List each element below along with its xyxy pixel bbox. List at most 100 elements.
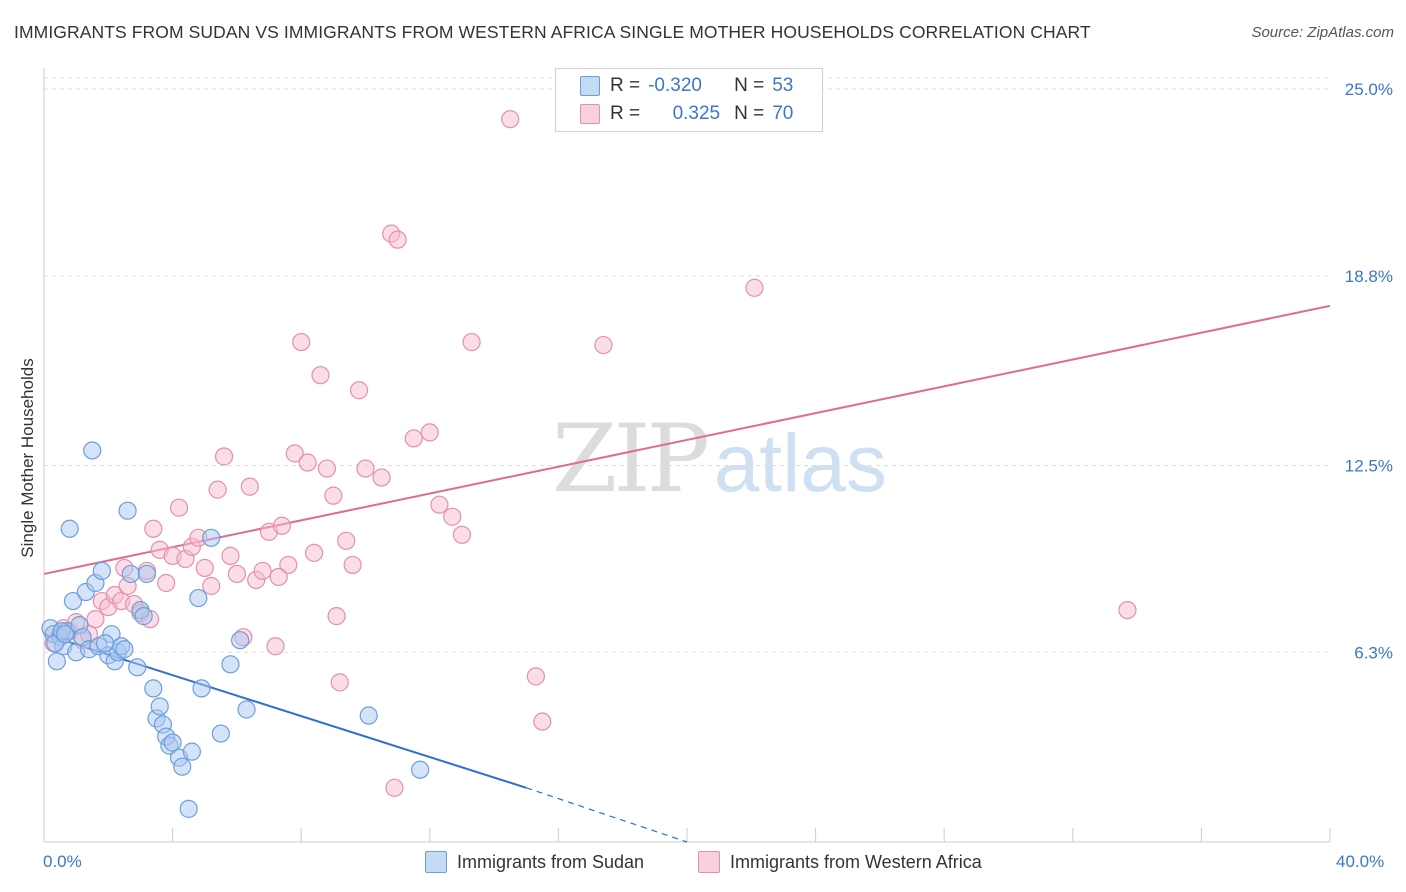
legend-n-value-sudan: 53: [772, 75, 794, 96]
point-wafrica: [594, 335, 613, 355]
bottom-legend-label-sudan: Immigrants from Sudan: [457, 851, 645, 872]
point-wafrica: [292, 332, 311, 352]
point-wafrica: [430, 495, 449, 514]
point-sudan: [179, 799, 198, 818]
y-tick-label: 12.5%: [1345, 457, 1393, 476]
point-sudan: [115, 640, 134, 659]
point-sudan: [202, 528, 221, 547]
point-wafrica: [202, 576, 221, 596]
point-wafrica: [266, 637, 285, 656]
point-sudan: [150, 697, 169, 716]
point-sudan: [134, 607, 153, 626]
point-wafrica: [240, 477, 259, 496]
point-wafrica: [452, 525, 472, 544]
legend-swatch-wafrica: [580, 104, 600, 124]
point-wafrica: [745, 278, 764, 297]
point-sudan: [411, 760, 430, 779]
point-wafrica: [304, 543, 324, 562]
point-wafrica: [279, 555, 298, 575]
point-wafrica: [208, 480, 227, 499]
bottom-legend-sudan: Immigrants from Sudan: [425, 851, 644, 873]
legend-row-sudan: R = -0.320 N = 53: [580, 73, 793, 99]
point-wafrica: [343, 555, 362, 575]
bottom-legend-swatch-sudan: [425, 851, 447, 873]
legend-n-value-wafrica: 70: [772, 103, 794, 124]
point-wafrica: [324, 486, 343, 505]
point-sudan: [237, 700, 256, 719]
point-wafrica: [195, 558, 214, 578]
point-sudan: [55, 625, 74, 644]
point-sudan: [144, 679, 163, 698]
point-wafrica: [311, 366, 330, 385]
point-wafrica: [443, 507, 462, 526]
point-wafrica: [349, 381, 369, 400]
point-sudan: [211, 724, 230, 743]
x-tick-label-min: 0.0%: [43, 852, 82, 871]
point-sudan: [221, 655, 240, 674]
legend-swatch-sudan: [580, 76, 600, 96]
point-wafrica: [269, 567, 288, 587]
point-sudan: [63, 591, 83, 611]
bottom-legend-label-wafrica: Immigrants from Western Africa: [730, 851, 982, 872]
watermark-zip: ZIP: [552, 405, 710, 514]
point-sudan: [92, 561, 111, 581]
point-wafrica: [317, 459, 337, 478]
point-wafrica: [144, 519, 163, 538]
y-tick-label: 25.0%: [1345, 80, 1393, 99]
point-wafrica: [526, 667, 545, 686]
point-sudan: [137, 564, 156, 584]
source-label: Source: ZipAtlas.com: [1251, 24, 1394, 41]
y-tick-label: 18.8%: [1345, 267, 1393, 286]
point-wafrica: [272, 516, 292, 535]
point-sudan: [182, 742, 201, 761]
point-wafrica: [404, 429, 423, 448]
point-sudan: [192, 679, 211, 698]
point-wafrica: [86, 610, 105, 629]
legend-row-wafrica: R = 0.325 N = 70: [580, 101, 793, 127]
point-wafrica: [169, 498, 189, 517]
legend-r-value-wafrica: 0.325: [672, 103, 721, 124]
point-wafrica: [253, 561, 272, 581]
watermark-atlas: atlas: [713, 418, 887, 509]
point-wafrica: [327, 607, 346, 626]
watermark: ZIPatlas: [552, 405, 887, 514]
legend-n-label: N =: [734, 103, 765, 124]
point-wafrica: [157, 573, 176, 593]
point-wafrica: [388, 230, 407, 249]
point-wafrica: [330, 673, 349, 692]
legend-n-label: N =: [734, 75, 765, 96]
bottom-legend-wafrica: Immigrants from Western Africa: [698, 851, 982, 873]
legend-r-label: R =: [610, 103, 641, 124]
point-wafrica: [227, 564, 246, 584]
point-sudan: [163, 733, 182, 752]
correlation-legend: R = -0.320 N = 53 R = 0.325 N = 70: [555, 68, 823, 132]
point-sudan: [173, 757, 192, 776]
bottom-legend-swatch-wafrica: [698, 851, 720, 873]
x-tick-label-max: 40.0%: [1336, 852, 1385, 871]
trend-line-sudan: [43, 633, 527, 789]
point-wafrica: [356, 459, 375, 478]
point-wafrica: [214, 447, 234, 466]
point-wafrica: [298, 453, 317, 472]
point-wafrica: [372, 468, 391, 487]
point-sudan: [95, 634, 115, 653]
point-wafrica: [337, 531, 356, 550]
point-wafrica: [420, 423, 439, 442]
point-sudan: [121, 564, 140, 584]
chart-title: IMMIGRANTS FROM SUDAN VS IMMIGRANTS FROM…: [14, 22, 1091, 42]
point-sudan: [83, 441, 102, 460]
point-wafrica: [221, 546, 240, 565]
point-wafrica: [462, 332, 481, 352]
trend-line-wafrica: [43, 304, 1331, 575]
point-sudan: [359, 706, 378, 725]
legend-r-label: R =: [610, 75, 641, 96]
legend-r-value-sudan: -0.320: [648, 75, 702, 96]
point-wafrica: [1118, 600, 1137, 620]
trend-line-sudan-extension: [526, 787, 688, 843]
point-wafrica: [285, 444, 304, 463]
point-wafrica: [385, 778, 404, 797]
point-wafrica: [501, 110, 520, 129]
point-sudan: [47, 652, 66, 671]
point-sudan: [60, 519, 79, 538]
